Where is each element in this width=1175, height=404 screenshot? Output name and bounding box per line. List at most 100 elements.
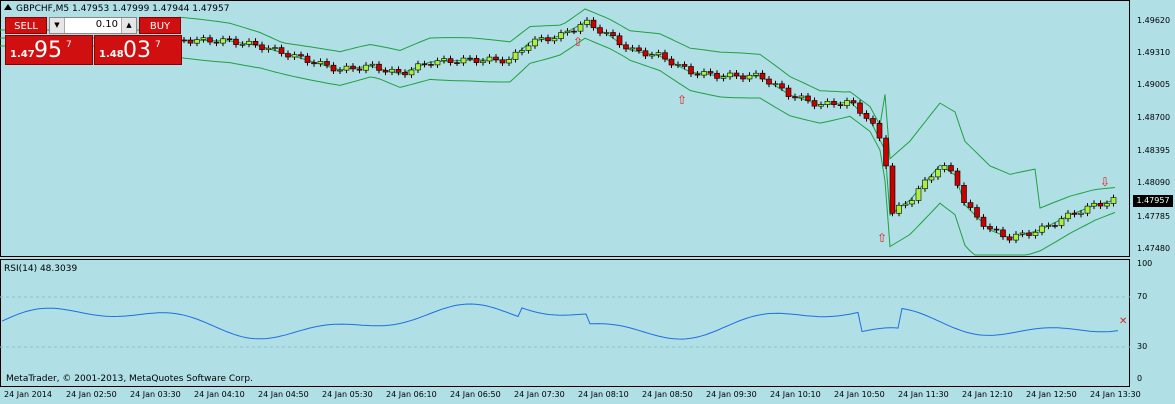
candle-body bbox=[200, 37, 207, 40]
candle-body bbox=[701, 71, 707, 76]
candle-body bbox=[759, 72, 766, 80]
buy-price-prefix: 1.48 bbox=[99, 49, 124, 60]
candle-body bbox=[584, 19, 590, 25]
candle-body bbox=[688, 66, 694, 75]
candle-body bbox=[922, 179, 928, 190]
price-tick: 1.48395 bbox=[1137, 146, 1171, 155]
candle-body bbox=[1006, 236, 1013, 241]
candle-body bbox=[493, 56, 499, 61]
candle-body bbox=[213, 41, 220, 44]
candle-body bbox=[480, 60, 486, 63]
candle-body bbox=[889, 165, 896, 214]
candle-body bbox=[902, 203, 909, 206]
candle-body bbox=[467, 57, 473, 60]
candle-body bbox=[850, 100, 857, 104]
candle-body bbox=[460, 57, 467, 64]
candle-body bbox=[746, 74, 753, 80]
rsi-close-marker: ✕ bbox=[1119, 316, 1127, 327]
candle-body bbox=[668, 58, 675, 66]
time-tick: 24 Jan 07:30 bbox=[514, 390, 565, 399]
buy-price-box[interactable]: 1.48 03 7 bbox=[94, 35, 182, 65]
candle-body bbox=[343, 65, 350, 71]
candle-body bbox=[714, 72, 720, 79]
candle-body bbox=[350, 65, 356, 70]
candle-body bbox=[675, 64, 681, 66]
candle-body bbox=[473, 58, 480, 63]
candle-body bbox=[577, 24, 584, 32]
candle-body bbox=[304, 55, 311, 63]
candle-body bbox=[317, 61, 324, 65]
lot-decrease-icon[interactable]: ▼ bbox=[50, 18, 65, 33]
time-tick: 24 Jan 03:30 bbox=[130, 390, 181, 399]
time-tick: 24 Jan 08:50 bbox=[642, 390, 693, 399]
price-tick: 1.49310 bbox=[1137, 48, 1171, 57]
candle-body bbox=[792, 96, 798, 99]
candle-body bbox=[571, 30, 577, 33]
candle-body bbox=[233, 38, 239, 45]
price-tick: 1.49005 bbox=[1137, 80, 1171, 89]
candle-body bbox=[265, 47, 272, 50]
chart-title: GBPCHF,M5 1.47953 1.47999 1.47944 1.4795… bbox=[4, 4, 229, 14]
lot-size-value[interactable]: 0.10 bbox=[95, 19, 118, 30]
candle-body bbox=[538, 37, 545, 40]
candle-body bbox=[408, 69, 415, 76]
sell-button[interactable]: SELL bbox=[5, 17, 47, 34]
candle-body bbox=[252, 40, 259, 46]
time-tick: 24 Jan 05:30 bbox=[322, 390, 373, 399]
candle-body bbox=[779, 83, 785, 89]
candle-body bbox=[694, 73, 701, 76]
candle-body bbox=[382, 70, 389, 73]
candle-body bbox=[948, 165, 954, 172]
candle-body bbox=[980, 216, 987, 227]
candle-body bbox=[298, 54, 304, 57]
candle-body bbox=[720, 76, 727, 79]
candle-body bbox=[454, 62, 460, 64]
candle-body bbox=[428, 64, 434, 66]
candle-body bbox=[564, 30, 571, 33]
time-tick: 24 Jan 13:30 bbox=[1090, 390, 1141, 399]
candle-body bbox=[486, 56, 493, 62]
candle-body bbox=[1045, 225, 1052, 227]
candle-body bbox=[941, 165, 948, 170]
candle-body bbox=[441, 58, 447, 61]
candle-body bbox=[805, 95, 811, 101]
candle-body bbox=[935, 169, 941, 178]
lot-increase-icon[interactable]: ▲ bbox=[121, 18, 136, 33]
price-tick: 1.48700 bbox=[1137, 113, 1171, 122]
time-tick: 24 Jan 02:50 bbox=[66, 390, 117, 399]
candle-body bbox=[623, 44, 629, 50]
candle-body bbox=[1065, 212, 1071, 220]
candle-body bbox=[649, 54, 655, 57]
candle-body bbox=[220, 38, 226, 44]
candle-body bbox=[239, 43, 246, 46]
candle-body bbox=[870, 118, 876, 124]
candle-body bbox=[1026, 232, 1032, 236]
candle-body bbox=[1013, 233, 1019, 241]
sell-price-sup: 7 bbox=[66, 40, 72, 50]
rsi-indicator-label: RSI(14) 48.3039 bbox=[4, 264, 78, 274]
up-arrow-icon: ⇧ bbox=[877, 231, 887, 245]
signal-arrows: ⇧ ⇧ ⇧ ⇩ bbox=[573, 35, 1110, 245]
candle-body bbox=[967, 202, 974, 208]
sell-price-box[interactable]: 1.47 95 7 bbox=[5, 35, 93, 65]
candle-body bbox=[389, 69, 395, 73]
buy-button[interactable]: BUY bbox=[139, 17, 181, 34]
candle-body bbox=[187, 39, 194, 44]
lot-size-field[interactable]: ▼ 0.10 ▲ bbox=[49, 17, 137, 34]
time-tick: 24 Jan 04:10 bbox=[194, 390, 245, 399]
candle-body bbox=[1039, 225, 1045, 233]
time-tick: 24 Jan 12:50 bbox=[1026, 390, 1077, 399]
candle-body bbox=[434, 60, 441, 66]
one-click-trading-panel: SELL ▼ 0.10 ▲ BUY 1.47 95 7 1.48 03 7 bbox=[5, 17, 182, 65]
candle-body bbox=[987, 226, 993, 230]
candle-body bbox=[181, 39, 187, 42]
candle-body bbox=[545, 37, 551, 42]
candle-body bbox=[837, 104, 844, 106]
candle-body bbox=[909, 200, 915, 205]
candle-body bbox=[415, 63, 421, 71]
collapse-triangle-icon[interactable] bbox=[4, 4, 12, 10]
candle-body bbox=[766, 78, 772, 85]
candle-body bbox=[1110, 197, 1117, 204]
down-arrow-icon: ⇩ bbox=[1100, 175, 1110, 189]
